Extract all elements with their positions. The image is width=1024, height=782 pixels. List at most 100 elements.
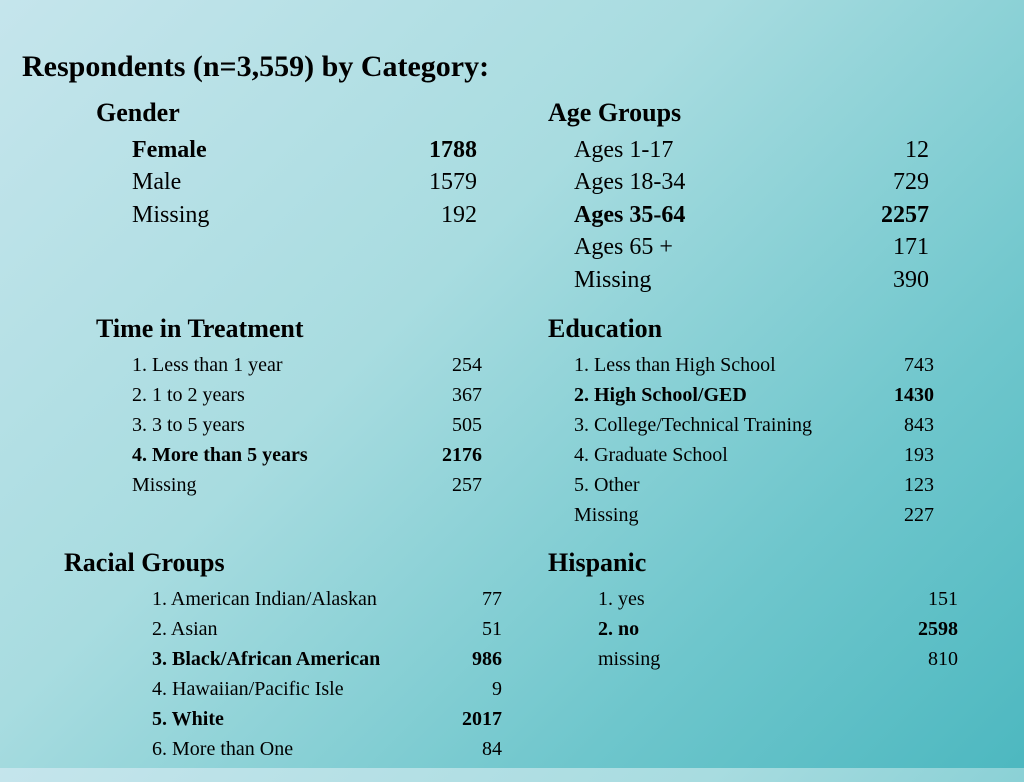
value: 192: [422, 199, 477, 231]
value: 729: [874, 166, 929, 198]
label: 3. College/Technical Training: [574, 410, 874, 440]
section-title-hispanic: Hispanic: [512, 548, 1002, 578]
section-title-age: Age Groups: [512, 98, 1002, 128]
label: 2. High School/GED: [574, 380, 874, 410]
section-title-education: Education: [512, 314, 1002, 344]
rows-racial: 1. American Indian/Alaskan 77 2. Asian 5…: [22, 584, 512, 764]
section-hispanic: Hispanic 1. yes 151 2. no 2598 missing 8…: [512, 548, 1002, 764]
label: Missing: [132, 199, 422, 231]
section-education: Education 1. Less than High School 743 2…: [512, 314, 1002, 530]
value: 84: [442, 734, 502, 764]
value: 2598: [898, 614, 958, 644]
value: 1430: [874, 380, 934, 410]
section-gender: Gender Female 1788 Male 1579 Missing 192: [22, 98, 512, 296]
section-title-racial: Racial Groups: [22, 548, 512, 578]
label: 4. Hawaiian/Pacific Isle: [152, 674, 442, 704]
row-hispanic-2: missing 810: [598, 644, 1002, 674]
value: 810: [898, 644, 958, 674]
value: 193: [874, 440, 934, 470]
label: Missing: [574, 264, 874, 296]
value: 12: [874, 134, 929, 166]
row-racial-4: 5. White 2017: [152, 704, 512, 734]
section-title-treatment: Time in Treatment: [22, 314, 512, 344]
value: 151: [898, 584, 958, 614]
section-age: Age Groups Ages 1-17 12 Ages 18-34 729 A…: [512, 98, 1002, 296]
row-age-3: Ages 65 + 171: [574, 231, 1002, 263]
label: 1. Less than High School: [574, 350, 874, 380]
value: 367: [422, 380, 482, 410]
label: 4. Graduate School: [574, 440, 874, 470]
label: Ages 1-17: [574, 134, 874, 166]
row-gender-0: Female 1788: [132, 134, 512, 166]
section-treatment: Time in Treatment 1. Less than 1 year 25…: [22, 314, 512, 530]
rows-gender: Female 1788 Male 1579 Missing 192: [22, 134, 512, 231]
row-racial-2: 3. Black/African American 986: [152, 644, 512, 674]
label: 3. 3 to 5 years: [132, 410, 422, 440]
rows-age: Ages 1-17 12 Ages 18-34 729 Ages 35-64 2…: [512, 134, 1002, 296]
label: Ages 35-64: [574, 199, 874, 231]
value: 2017: [442, 704, 502, 734]
label: 5. Other: [574, 470, 874, 500]
row-gender-1: Male 1579: [132, 166, 512, 198]
row-treatment-2: 3. 3 to 5 years 505: [132, 410, 512, 440]
label: Ages 65 +: [574, 231, 874, 263]
sections-grid: Gender Female 1788 Male 1579 Missing 192…: [22, 98, 1002, 782]
label: 3. Black/African American: [152, 644, 442, 674]
row-education-3: 4. Graduate School 193: [574, 440, 1002, 470]
value: 227: [874, 500, 934, 530]
value: 254: [422, 350, 482, 380]
row-treatment-1: 2. 1 to 2 years 367: [132, 380, 512, 410]
row-racial-3: 4. Hawaiian/Pacific Isle 9: [152, 674, 512, 704]
label: 4. More than 5 years: [132, 440, 422, 470]
label: 6. More than One: [152, 734, 442, 764]
rows-treatment: 1. Less than 1 year 254 2. 1 to 2 years …: [22, 350, 512, 500]
label: 5. White: [152, 704, 442, 734]
value: 986: [442, 644, 502, 674]
row-hispanic-1: 2. no 2598: [598, 614, 1002, 644]
row-education-4: 5. Other 123: [574, 470, 1002, 500]
row-age-2: Ages 35-64 2257: [574, 199, 1002, 231]
value: 123: [874, 470, 934, 500]
label: 1. Less than 1 year: [132, 350, 422, 380]
row-education-1: 2. High School/GED 1430: [574, 380, 1002, 410]
label: 1. yes: [598, 584, 898, 614]
value: 77: [442, 584, 502, 614]
value: 257: [422, 470, 482, 500]
row-treatment-0: 1. Less than 1 year 254: [132, 350, 512, 380]
value: 390: [874, 264, 929, 296]
label: Male: [132, 166, 422, 198]
value: 505: [422, 410, 482, 440]
value: 843: [874, 410, 934, 440]
value: 743: [874, 350, 934, 380]
value: 51: [442, 614, 502, 644]
rows-education: 1. Less than High School 743 2. High Sch…: [512, 350, 1002, 530]
row-hispanic-0: 1. yes 151: [598, 584, 1002, 614]
value: 9: [442, 674, 502, 704]
row-treatment-3: 4. More than 5 years 2176: [132, 440, 512, 470]
label: 2. Asian: [152, 614, 442, 644]
value: 2176: [422, 440, 482, 470]
section-title-gender: Gender: [22, 98, 512, 128]
row-age-4: Missing 390: [574, 264, 1002, 296]
row-age-0: Ages 1-17 12: [574, 134, 1002, 166]
section-racial: Racial Groups 1. American Indian/Alaskan…: [22, 548, 512, 764]
value: 1579: [422, 166, 477, 198]
label: Missing: [132, 470, 422, 500]
value: 1788: [422, 134, 477, 166]
main-title: Respondents (n=3,559) by Category:: [22, 50, 1002, 84]
row-education-2: 3. College/Technical Training 843: [574, 410, 1002, 440]
rows-hispanic: 1. yes 151 2. no 2598 missing 810: [512, 584, 1002, 674]
value: 2257: [874, 199, 929, 231]
label: Female: [132, 134, 422, 166]
row-education-0: 1. Less than High School 743: [574, 350, 1002, 380]
row-education-5: Missing 227: [574, 500, 1002, 530]
label: missing: [598, 644, 898, 674]
row-treatment-4: Missing 257: [132, 470, 512, 500]
value: 171: [874, 231, 929, 263]
row-racial-0: 1. American Indian/Alaskan 77: [152, 584, 512, 614]
row-racial-5: 6. More than One 84: [152, 734, 512, 764]
label: 2. no: [598, 614, 898, 644]
label: Ages 18-34: [574, 166, 874, 198]
row-age-1: Ages 18-34 729: [574, 166, 1002, 198]
row-racial-1: 2. Asian 51: [152, 614, 512, 644]
